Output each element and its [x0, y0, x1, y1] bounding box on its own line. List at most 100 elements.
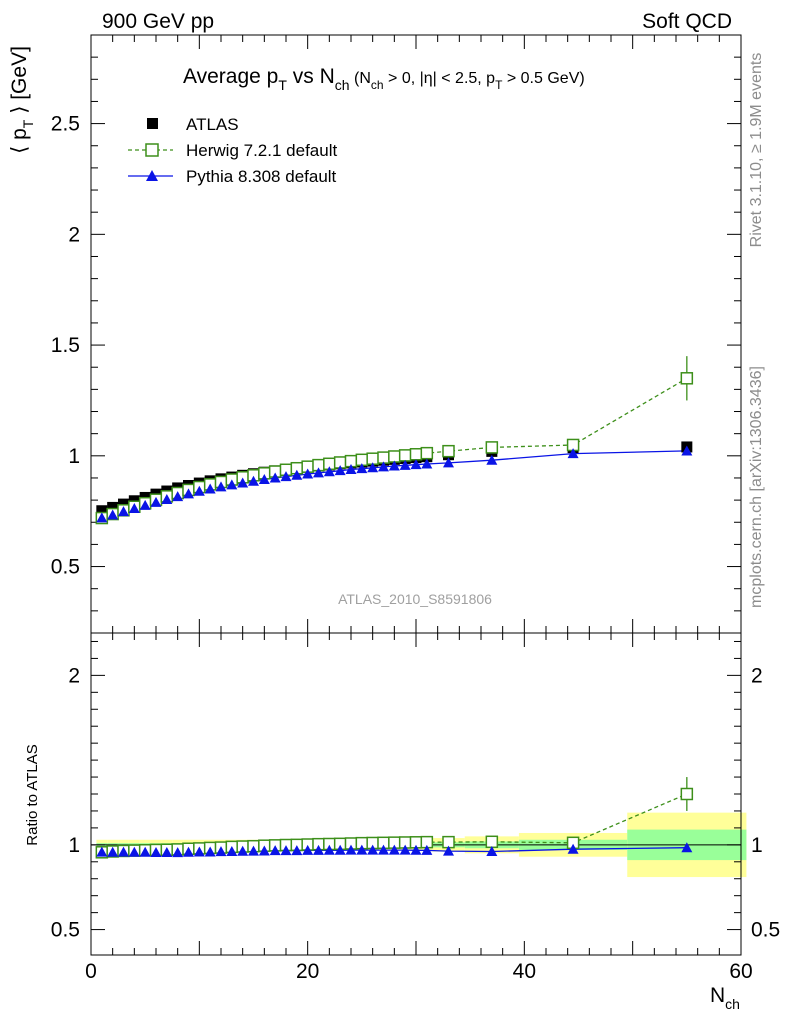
legend-entry-herwig: Herwig 7.2.1 default: [128, 141, 337, 160]
herwig-point: [485, 441, 499, 454]
header-right: Soft QCD: [642, 10, 732, 33]
pythia-ratio-point: [215, 846, 227, 857]
pythia-ratio-point: [248, 845, 259, 856]
pythia-point: [399, 459, 411, 470]
pythia-point: [128, 503, 140, 514]
pythia-point: [681, 445, 693, 456]
legend-entry-pythia: Pythia 8.308 default: [128, 167, 337, 186]
pythia-ratio-point: [291, 845, 303, 856]
pythia-point: [226, 479, 238, 490]
y-tick-label-right: 2: [751, 664, 763, 687]
herwig-point: [680, 372, 694, 385]
pythia-ratio-point: [313, 844, 324, 855]
main-ticks: 0.5 1 1.5 2 2.5: [51, 35, 742, 633]
main-title: Average pT vs Nch (Nch > 0, |η| < 2.5, p…: [183, 65, 585, 93]
pythia-ratio-point: [258, 845, 270, 856]
pythia-point: [139, 499, 151, 510]
pythia-point: [367, 462, 379, 473]
analysis-watermark: ATLAS_2010_S8591806: [338, 591, 492, 607]
pythia-point: [567, 448, 579, 459]
pythia-ratio-point: [172, 847, 184, 858]
pythia-point: [215, 481, 227, 492]
pythia-point: [334, 465, 346, 476]
pythia-ratio-point: [280, 845, 292, 856]
ratio-y-label: Ratio to ATLAS: [24, 744, 41, 845]
pythia-point: [269, 472, 281, 483]
legend-label-herwig: Herwig 7.2.1 default: [186, 141, 337, 160]
y-tick-label-right: 1: [751, 834, 763, 857]
pythia-ratio-point: [486, 845, 498, 856]
pythia-point: [96, 512, 108, 523]
pythia-ratio-point: [323, 844, 335, 855]
pythia-point: [421, 458, 433, 469]
x-axis-label: Nch: [710, 984, 740, 1012]
x-tick-label: 20: [296, 960, 319, 983]
pythia-ratio-point: [567, 843, 579, 854]
header-left: 900 GeV pp: [102, 10, 214, 33]
pythia-ratio-point: [345, 844, 357, 855]
x-tick-label: 0: [85, 960, 97, 983]
atlas-point: [107, 501, 119, 513]
y-tick-label: 1: [68, 834, 80, 857]
y-tick-label-right: 0.5: [751, 919, 780, 942]
main-markers: [95, 356, 694, 525]
pythia-point: [172, 491, 184, 502]
herwig-point: [398, 449, 412, 462]
legend-marker-atlas: [147, 118, 158, 129]
y-tick-label: 2.5: [51, 113, 80, 136]
pythia-point: [323, 466, 335, 477]
pythia-point: [356, 463, 368, 474]
herwig-point: [420, 446, 434, 460]
pythia-ratio-point: [204, 846, 216, 857]
pythia-ratio-point: [118, 846, 129, 857]
pythia-point: [280, 471, 292, 482]
legend-label-atlas: ATLAS: [186, 115, 239, 134]
ratio-ticks: 0 20 40 60 0.5 0.5 1 1 2 2: [51, 633, 780, 983]
pythia-ratio-point: [150, 846, 162, 857]
herwig-point: [388, 450, 401, 463]
y-axis-label: ⟨ pT ⟩ [GeV]: [8, 46, 36, 154]
x-tick-label: 40: [513, 960, 536, 983]
legend: ATLAS Herwig 7.2.1 default Pythia 8.308 …: [128, 115, 337, 186]
pythia-ratio-point: [421, 844, 433, 855]
pythia-ratio-point: [193, 846, 205, 857]
pythia-ratio-point: [107, 846, 119, 857]
y-tick-label: 1.5: [51, 334, 80, 357]
main-panel: Average pT vs Nch (Nch > 0, |η| < 2.5, p…: [8, 34, 742, 634]
pythia-point: [345, 464, 357, 475]
mcplots-label: mcplots.cern.ch [arXiv:1306.3436]: [748, 366, 765, 608]
legend-label-pythia: Pythia 8.308 default: [186, 167, 337, 186]
pythia-point: [258, 474, 270, 485]
herwig-point: [409, 448, 423, 461]
legend-entry-atlas: ATLAS: [147, 115, 239, 134]
ratio-panel: Ratio to ATLAS 0 20 40 60 0.5 0.5 1 1 2 2 Nch: [24, 632, 780, 1012]
herwig-point: [442, 444, 455, 458]
pythia-ratio-point: [388, 844, 400, 855]
rivet-label: Rivet 3.1.10, ≥ 1.9M events: [748, 53, 765, 248]
x-tick-label: 60: [729, 960, 752, 983]
herwig-ratio-point: [680, 787, 694, 801]
pythia-point: [237, 477, 249, 488]
pythia-ratio-point: [399, 844, 411, 855]
ratio-frame: [90, 632, 742, 956]
pythia-ratio-point: [302, 844, 314, 855]
pythia-point: [204, 483, 216, 494]
pythia-ratio-point: [378, 844, 389, 855]
ratio-markers: [95, 777, 694, 859]
pythia-ratio-point: [269, 845, 281, 856]
pythia-point: [291, 469, 303, 480]
pythia-ratio-point: [161, 846, 173, 857]
pythia-point: [388, 460, 400, 471]
pythia-ratio-point: [443, 845, 454, 856]
pythia-point: [107, 509, 119, 520]
pythia-point: [161, 493, 173, 504]
pythia-point: [378, 461, 389, 472]
pythia-point: [248, 475, 259, 486]
pythia-ratio-point: [367, 844, 379, 855]
pythia-point: [486, 454, 498, 465]
pythia-ratio-point: [334, 844, 346, 855]
legend-marker-pythia: [146, 170, 158, 181]
pythia-point: [410, 459, 422, 470]
herwig-ratio-point: [485, 835, 499, 849]
